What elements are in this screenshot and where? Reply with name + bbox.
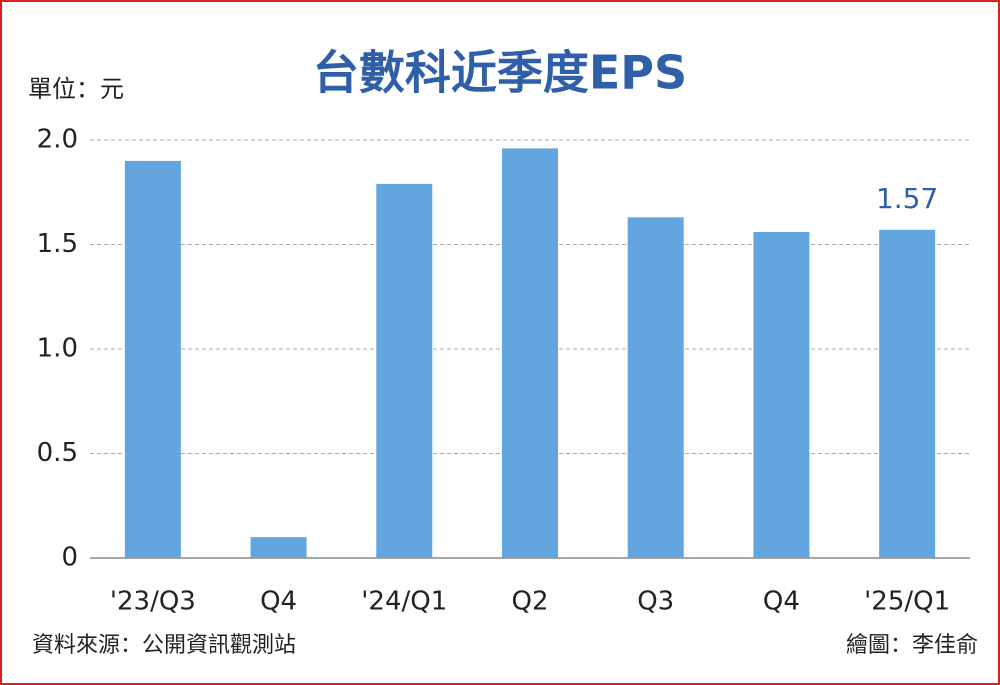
value-label: 1.57 — [876, 182, 938, 215]
x-tick-label: '24/Q1 — [361, 587, 447, 617]
bar — [376, 183, 433, 558]
y-tick-label: 1.0 — [37, 334, 78, 364]
bar — [627, 217, 684, 558]
bar — [502, 148, 558, 559]
bar — [124, 160, 181, 558]
y-tick-label: 2.0 — [37, 125, 78, 155]
x-tick-label: '23/Q3 — [110, 587, 196, 617]
credit: 繪圖：李佳俞 — [846, 633, 978, 658]
x-tick-label: Q2 — [511, 587, 548, 617]
y-tick-label: 0.5 — [37, 438, 78, 468]
y-tick-label: 0 — [61, 543, 78, 573]
unit-label: 單位：元 — [28, 75, 124, 103]
bar — [250, 537, 307, 558]
bar — [753, 231, 810, 558]
x-tick-label: '25/Q1 — [864, 587, 950, 617]
chart-title: 台數科近季度EPS — [313, 46, 687, 100]
y-tick-label: 1.5 — [37, 229, 78, 259]
x-tick-label: Q4 — [260, 587, 297, 617]
x-tick-label: Q3 — [637, 587, 674, 617]
x-tick-label: Q4 — [763, 587, 800, 617]
source: 資料來源：公開資訊觀測站 — [32, 633, 296, 658]
bar — [879, 229, 936, 558]
